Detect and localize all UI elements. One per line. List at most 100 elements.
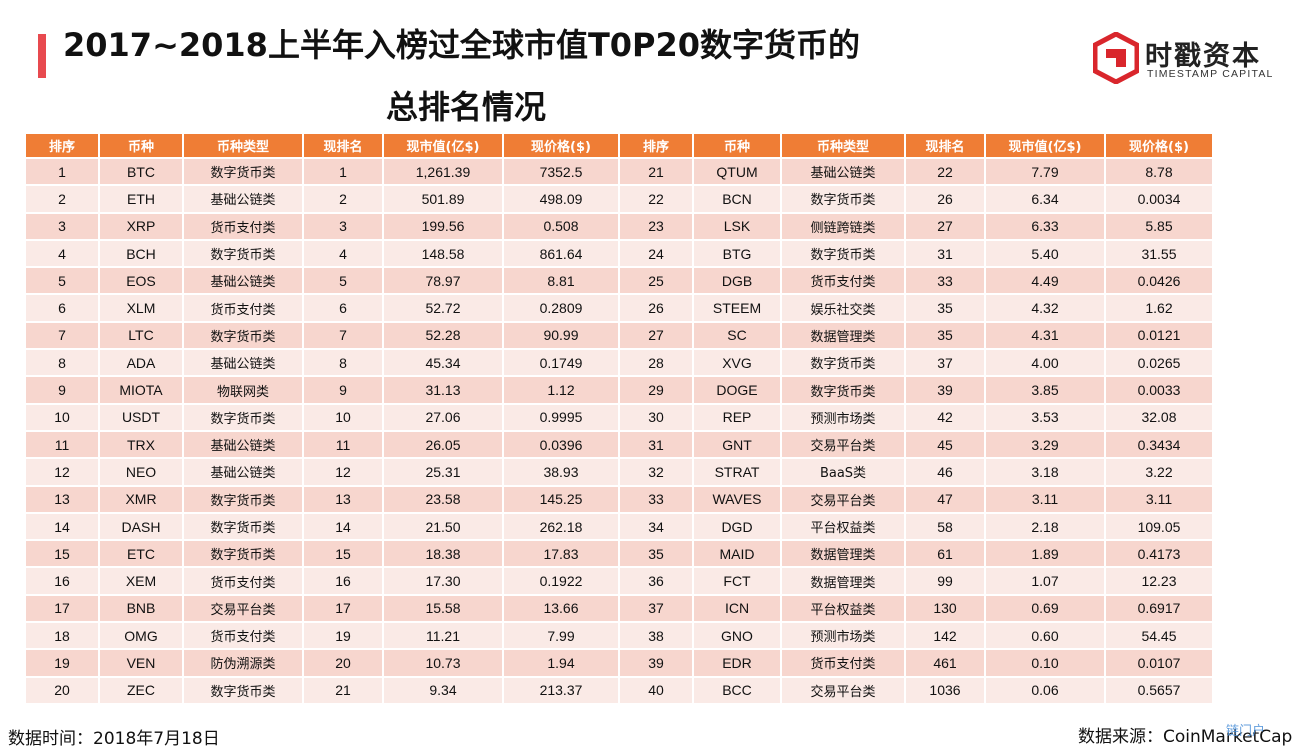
table-cell: 0.1749 xyxy=(504,350,618,376)
table-cell: 0.69 xyxy=(986,595,1104,622)
table-cell: ETC xyxy=(100,541,182,567)
table-cell: 0.0396 xyxy=(504,431,618,458)
table-cell: 1.62 xyxy=(1106,295,1212,321)
table-cell: 交易平台类 xyxy=(782,431,904,458)
table-cell: 交易平台类 xyxy=(184,595,302,622)
table-row: 4 BCH 数字货币类 4 148.58 861.64 24 BTG 数字货币类 31 5.40 31… xyxy=(26,240,1212,267)
table-cell: 21 xyxy=(620,159,692,185)
table-cell: NEO xyxy=(100,459,182,485)
table-cell: 平台权益类 xyxy=(782,595,904,622)
table-cell: MIOTA xyxy=(100,377,182,403)
table-cell: GNT xyxy=(694,431,780,458)
table-cell: 26.05 xyxy=(384,431,502,458)
table-cell: 0.0265 xyxy=(1106,350,1212,376)
table-cell: BTG xyxy=(694,240,780,267)
table-row: 2 ETH 基础公链类 2 501.89 498.09 22 BCN 数字货币类 26 6.34 0.… xyxy=(26,186,1212,212)
table-cell: 13 xyxy=(26,486,98,512)
table-cell: FCT xyxy=(694,568,780,594)
table-cell: 22 xyxy=(906,159,984,185)
table-cell: 4.49 xyxy=(986,268,1104,294)
table-cell: 货币支付类 xyxy=(782,268,904,294)
table-cell: XEM xyxy=(100,568,182,594)
table-cell: 17 xyxy=(26,595,98,622)
table-row: 6 XLM 货币支付类 6 52.72 0.2809 26 STEEM 娱乐社交类 35 4.32 1… xyxy=(26,295,1212,321)
table-cell: 501.89 xyxy=(384,186,502,212)
table-cell: 23.58 xyxy=(384,486,502,512)
column-header: 现排名 xyxy=(304,134,382,157)
table-cell: 7 xyxy=(26,322,98,349)
table-cell: LSK xyxy=(694,213,780,239)
table-cell: 54.45 xyxy=(1106,623,1212,649)
column-header: 排序 xyxy=(26,134,98,157)
table-cell: 预测市场类 xyxy=(782,623,904,649)
table-cell: 4 xyxy=(26,240,98,267)
column-header: 现价格($) xyxy=(1106,134,1212,157)
table-cell: 基础公链类 xyxy=(184,350,302,376)
table-cell: 数字货币类 xyxy=(782,350,904,376)
table-cell: 0.5657 xyxy=(1106,677,1212,703)
table-cell: QTUM xyxy=(694,159,780,185)
table-cell: 9 xyxy=(304,377,382,403)
table-cell: BCN xyxy=(694,186,780,212)
table-cell: 1.94 xyxy=(504,650,618,676)
table-cell: EOS xyxy=(100,268,182,294)
table-cell: 3.29 xyxy=(986,431,1104,458)
table-cell: 0.9995 xyxy=(504,404,618,430)
table-cell: 5.40 xyxy=(986,240,1104,267)
table-cell: BCH xyxy=(100,240,182,267)
table-cell: 0.0426 xyxy=(1106,268,1212,294)
table-cell: 0.508 xyxy=(504,213,618,239)
table-cell: 16 xyxy=(304,568,382,594)
table-cell: 27.06 xyxy=(384,404,502,430)
table-cell: 90.99 xyxy=(504,322,618,349)
table-cell: 基础公链类 xyxy=(184,268,302,294)
table-cell: 18.38 xyxy=(384,541,502,567)
table-cell: BCC xyxy=(694,677,780,703)
table-cell: 78.97 xyxy=(384,268,502,294)
table-cell: 数字货币类 xyxy=(184,677,302,703)
title-accent-bar xyxy=(38,34,46,78)
table-cell: 24 xyxy=(620,240,692,267)
table-cell: 4.00 xyxy=(986,350,1104,376)
table-cell: DASH xyxy=(100,513,182,540)
table-cell: 基础公链类 xyxy=(184,186,302,212)
table-row: 3 XRP 货币支付类 3 199.56 0.508 23 LSK 侧链跨链类 27 6.33 5.8… xyxy=(26,213,1212,239)
table-cell: USDT xyxy=(100,404,182,430)
table-cell: 35 xyxy=(906,295,984,321)
table-cell: 31.13 xyxy=(384,377,502,403)
column-header: 币种类型 xyxy=(184,134,302,157)
table-cell: 平台权益类 xyxy=(782,513,904,540)
table-cell: 45.34 xyxy=(384,350,502,376)
table-cell: 14 xyxy=(26,513,98,540)
table-cell: 货币支付类 xyxy=(184,213,302,239)
table-cell: 交易平台类 xyxy=(782,486,904,512)
table-cell: ETH xyxy=(100,186,182,212)
table-cell: 32 xyxy=(620,459,692,485)
table-row: 13 XMR 数字货币类 13 23.58 145.25 33 WAVES 交易平台类 47 3.1… xyxy=(26,486,1212,512)
table-cell: 461 xyxy=(906,650,984,676)
table-row: 20 ZEC 数字货币类 21 9.34 213.37 40 BCC 交易平台类 1036 0.06… xyxy=(26,677,1212,703)
table-cell: 61 xyxy=(906,541,984,567)
table-cell: 52.72 xyxy=(384,295,502,321)
table-cell: 21.50 xyxy=(384,513,502,540)
table-cell: STEEM xyxy=(694,295,780,321)
table-cell: 数字货币类 xyxy=(782,240,904,267)
table-cell: 5.85 xyxy=(1106,213,1212,239)
table-cell: 侧链跨链类 xyxy=(782,213,904,239)
company-logo: 时戳资本 TIMESTAMP CAPITAL xyxy=(1093,32,1283,84)
table-cell: VEN xyxy=(100,650,182,676)
table-cell: 52.28 xyxy=(384,322,502,349)
table-cell: 19 xyxy=(304,623,382,649)
table-cell: 15.58 xyxy=(384,595,502,622)
table-cell: 37 xyxy=(620,595,692,622)
crypto-ranking-table: 排序 币种 币种类型 现排名 现市值(亿$) 现价格($) 排序 币种 币种类型 现排名 现市值(亿… xyxy=(24,132,1214,705)
table-cell: 11 xyxy=(26,431,98,458)
table-cell: 7.79 xyxy=(986,159,1104,185)
table-cell: 货币支付类 xyxy=(184,295,302,321)
table-cell: 3 xyxy=(26,213,98,239)
table-cell: 数字货币类 xyxy=(782,186,904,212)
table-cell: 40 xyxy=(620,677,692,703)
table-cell: 基础公链类 xyxy=(184,431,302,458)
table-cell: 31 xyxy=(906,240,984,267)
table-row: 8 ADA 基础公链类 8 45.34 0.1749 28 XVG 数字货币类 37 4.00 0.0… xyxy=(26,350,1212,376)
